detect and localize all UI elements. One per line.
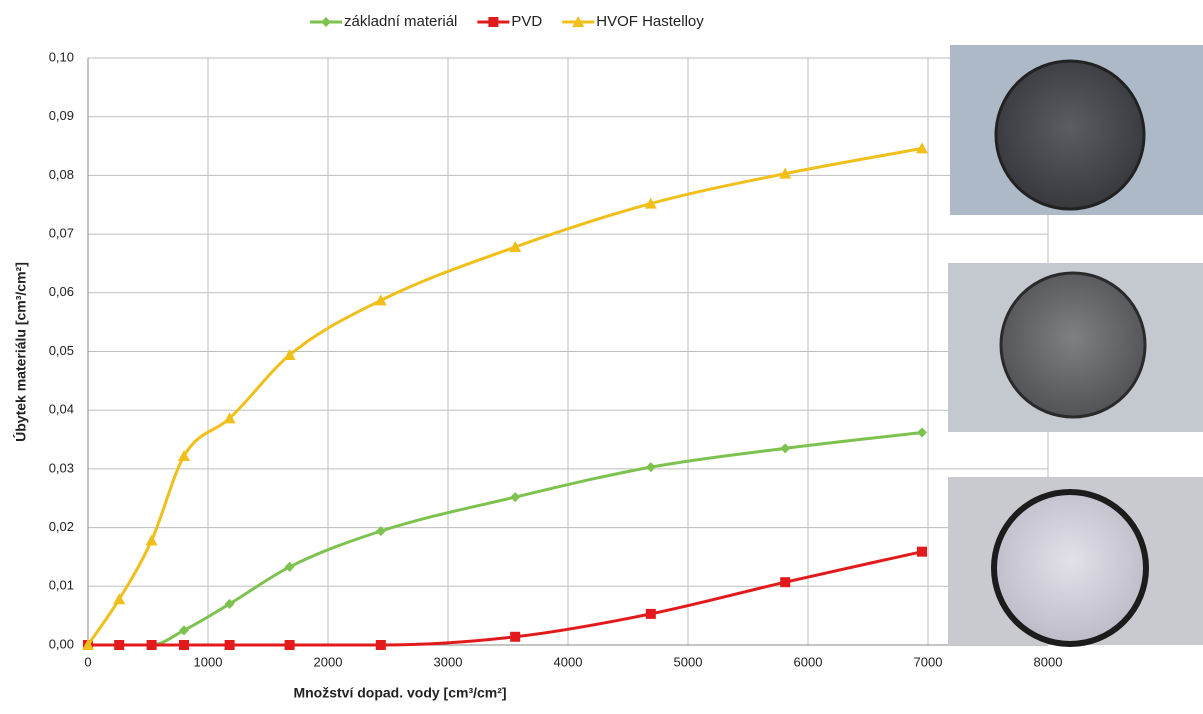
- x-tick-label: 1000: [194, 654, 223, 669]
- marker: [321, 17, 331, 27]
- marker: [146, 535, 158, 546]
- x-tick-label: 6000: [794, 654, 823, 669]
- marker: [917, 428, 927, 438]
- y-tick-label: 0,03: [49, 460, 74, 475]
- x-axis-title: Množství dopad. vody [cm³/cm²]: [293, 685, 506, 701]
- marker: [285, 640, 295, 650]
- x-tick-label: 3000: [434, 654, 463, 669]
- x-tick-label: 4000: [554, 654, 583, 669]
- sample: [996, 61, 1144, 209]
- y-tick-label: 0,05: [49, 343, 74, 358]
- page: {"chart_data": {"type": "line", "x_label…: [0, 0, 1203, 714]
- x-tick-label: 5000: [674, 654, 703, 669]
- legend-label: HVOF Hastelloy: [596, 13, 704, 30]
- legend: základní materiál PVD HVOF Hastelloy: [310, 13, 704, 30]
- y-tick-label: 0,00: [49, 636, 74, 651]
- series-line: [88, 552, 922, 645]
- marker: [179, 640, 189, 650]
- series-line: [88, 148, 922, 645]
- marker: [780, 577, 790, 587]
- x-tick-label: 7000: [914, 654, 943, 669]
- plot-area: 0,00 0,01 0,02 0,03 0,04 0,05 0,06 0,07 0,08 0,09…: [49, 49, 1063, 669]
- y-tick-label: 0,07: [49, 226, 74, 241]
- marker: [114, 640, 124, 650]
- legend-label: základní materiál: [344, 13, 457, 30]
- sample: [1001, 273, 1145, 417]
- chart: 0,00 0,01 0,02 0,03 0,04 0,05 0,06 0,07 0,08 0,09…: [0, 0, 1203, 709]
- y-tick-label: 0,08: [49, 167, 74, 182]
- x-tick-label: 8000: [1034, 654, 1063, 669]
- marker: [780, 443, 790, 453]
- series: [83, 547, 927, 650]
- x-tick-label: 0: [84, 654, 91, 669]
- series: [82, 142, 928, 650]
- marker: [147, 640, 157, 650]
- marker: [646, 462, 656, 472]
- y-tick-label: 0,10: [49, 49, 74, 64]
- series: [83, 428, 927, 650]
- marker: [376, 640, 386, 650]
- y-tick-label: 0,09: [49, 108, 74, 123]
- marker: [646, 609, 656, 619]
- marker: [488, 17, 498, 27]
- sample: [994, 492, 1146, 644]
- y-tick-label: 0,06: [49, 284, 74, 299]
- y-tick-label: 0,02: [49, 519, 74, 534]
- marker: [510, 632, 520, 642]
- sample-photos: [948, 45, 1203, 645]
- y-tick-label: 0,01: [49, 578, 74, 593]
- y-axis-title: Úbytek materiálu [cm³/cm²]: [12, 262, 29, 442]
- marker: [225, 640, 235, 650]
- legend-label: PVD: [511, 13, 542, 30]
- series-line: [88, 433, 922, 645]
- marker: [917, 547, 927, 557]
- x-tick-label: 2000: [314, 654, 343, 669]
- marker: [510, 492, 520, 502]
- y-tick-label: 0,04: [49, 402, 74, 417]
